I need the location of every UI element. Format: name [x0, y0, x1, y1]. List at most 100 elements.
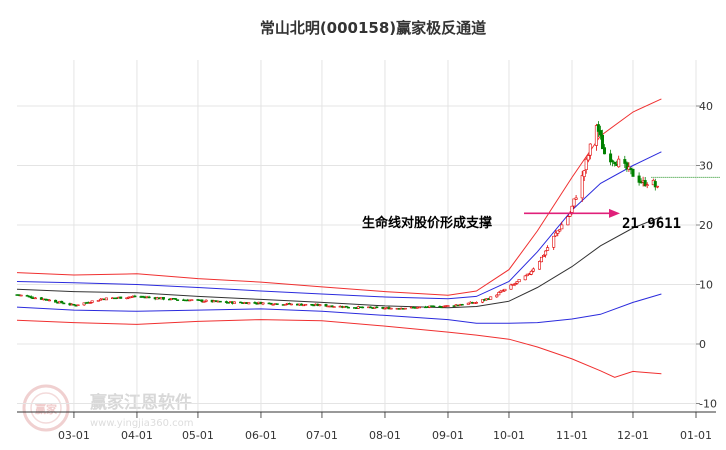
- candle-up: [575, 198, 577, 200]
- channel-chart: 常山北明(000158)赢家极反通道 赢家 赢家江恩软件 www.yingjia…: [0, 0, 726, 450]
- candle-up: [205, 300, 207, 301]
- candle-up: [561, 225, 563, 229]
- candle-down: [611, 161, 613, 162]
- x-tick-label: 07-01: [306, 429, 338, 442]
- channel-bands: [17, 99, 661, 377]
- y-tick-label: -10: [699, 398, 717, 411]
- candle-up: [514, 284, 516, 285]
- watermark: 赢家 赢家江恩软件 www.yingjia360.com: [24, 386, 194, 430]
- x-tick-label: 11-01: [556, 429, 588, 442]
- candle-down: [361, 307, 363, 308]
- candle-up: [559, 230, 561, 232]
- candle-down: [599, 130, 601, 135]
- candle-down: [176, 300, 178, 301]
- x-tick-label: 09-01: [432, 429, 464, 442]
- candle-up: [490, 297, 492, 300]
- candle-down: [120, 297, 122, 299]
- candle-down: [54, 300, 56, 302]
- x-tick-label: 05-01: [182, 429, 214, 442]
- candle-up: [538, 261, 540, 269]
- candle-up: [544, 251, 546, 255]
- candle-up: [319, 305, 321, 306]
- candle-up: [191, 300, 193, 301]
- candle-up: [581, 176, 583, 198]
- y-tick-label: 0: [699, 338, 706, 351]
- support-value-label: 21.9611: [622, 216, 681, 232]
- candle-up: [20, 295, 22, 296]
- x-tick-label: 10-01: [493, 429, 525, 442]
- candle-up: [553, 236, 555, 247]
- candle-up: [540, 257, 542, 262]
- candle-up: [475, 302, 477, 303]
- candle-up: [305, 304, 307, 305]
- candle-up: [567, 217, 569, 225]
- candle-down: [614, 162, 616, 164]
- candle-up: [589, 144, 591, 155]
- y-tick-label: 40: [699, 100, 713, 113]
- y-tick-label: 30: [699, 160, 713, 173]
- candle-down: [162, 297, 164, 299]
- candle-up: [583, 171, 585, 177]
- candle-up: [48, 300, 50, 301]
- candle-up: [532, 269, 534, 271]
- candle-up: [546, 248, 548, 251]
- watermark-logo-text: 赢家: [35, 402, 58, 416]
- x-tick-label: 04-01: [121, 429, 153, 442]
- candle-up: [91, 301, 93, 303]
- candle-up: [248, 303, 250, 304]
- candle-up: [418, 307, 420, 308]
- candle-up: [573, 199, 575, 206]
- candle-up: [504, 289, 506, 291]
- candle-up: [390, 308, 392, 309]
- candles: [16, 121, 659, 309]
- x-tick-label: 12-01: [617, 429, 649, 442]
- candle-up: [656, 186, 658, 187]
- candle-up: [524, 276, 526, 280]
- y-tick-label: 20: [699, 219, 713, 232]
- candle-up: [530, 271, 532, 274]
- candle-down: [461, 304, 463, 305]
- candle-down: [603, 148, 605, 154]
- candle-up: [587, 156, 589, 161]
- band-red_upper: [17, 99, 661, 295]
- candle-down: [601, 135, 603, 149]
- candle-down: [433, 306, 435, 307]
- x-tick-label: 06-01: [245, 429, 277, 442]
- candle-up: [646, 185, 648, 186]
- candle-up: [77, 305, 79, 306]
- candle-up: [262, 303, 264, 304]
- candle-down: [174, 299, 176, 300]
- support-arrow-head: [609, 209, 620, 218]
- candle-down: [276, 304, 278, 305]
- candle-down: [134, 296, 136, 297]
- x-tick-label: 08-01: [369, 429, 401, 442]
- watermark-brand: 赢家江恩软件: [90, 392, 192, 413]
- x-tick-label: 01-01: [680, 429, 712, 442]
- axes: 40 30 20 10 0 -10 03-01 04-01 05-01 06-01 07-01 08-…: [17, 100, 717, 442]
- candle-down: [632, 169, 634, 176]
- band-red_lower: [17, 320, 661, 378]
- band-life_line: [17, 217, 661, 308]
- candle-up: [233, 302, 235, 304]
- candle-down: [63, 303, 65, 304]
- candle-up: [585, 159, 587, 170]
- candle-down: [61, 301, 63, 303]
- candle-down: [148, 297, 150, 298]
- candle-down: [376, 307, 378, 308]
- candle-up: [542, 255, 544, 256]
- candle-up: [89, 303, 91, 304]
- y-tick-label: 10: [699, 279, 713, 292]
- candle-up: [290, 304, 292, 305]
- candle-up: [333, 307, 335, 308]
- candle-down: [347, 307, 349, 308]
- annotations: 生命线对股价形成支撑 21.9611: [362, 177, 720, 232]
- chart-title: 常山北明(000158)赢家极反通道: [260, 19, 486, 37]
- grid: [17, 60, 696, 412]
- watermark-url: www.yingjia360.com: [90, 418, 194, 429]
- candle-up: [518, 279, 520, 281]
- candle-down: [219, 301, 221, 302]
- candle-up: [496, 295, 498, 297]
- candle-up: [571, 206, 573, 212]
- candle-up: [105, 298, 107, 300]
- candle-up: [404, 308, 406, 309]
